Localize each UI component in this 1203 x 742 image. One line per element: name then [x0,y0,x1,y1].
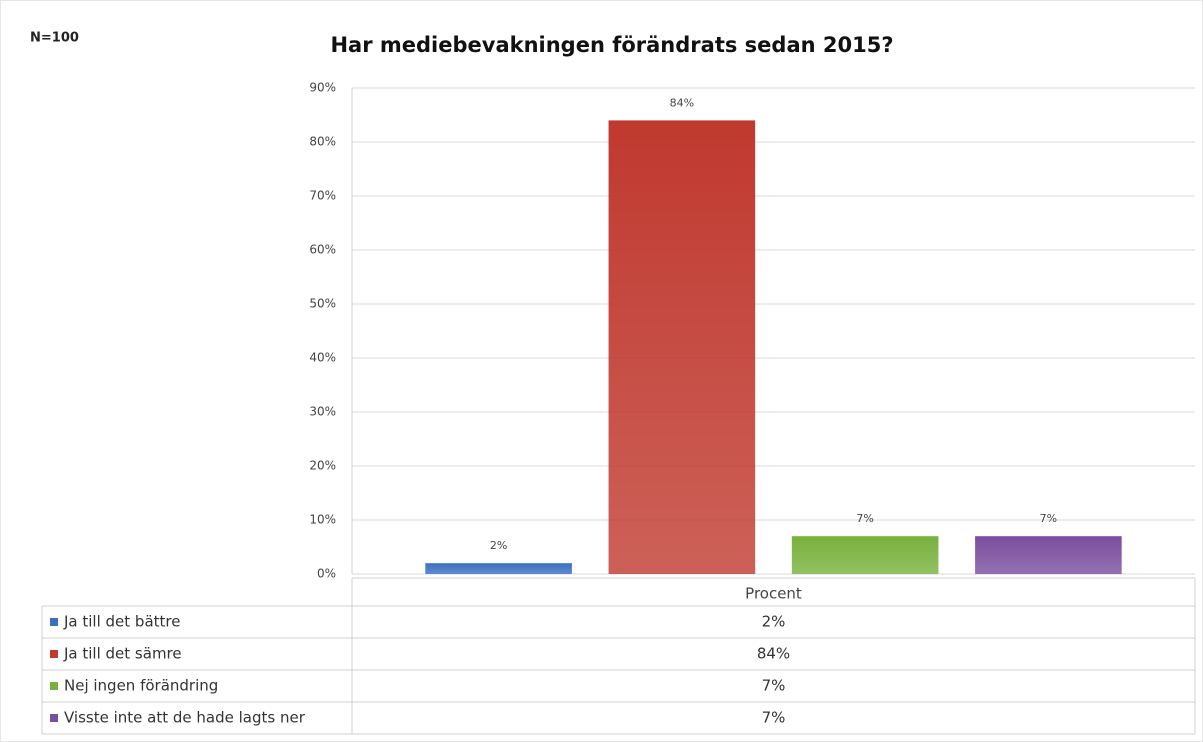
legend-label: Ja till det bättre [63,613,180,631]
y-tick-label: 30% [309,405,336,419]
legend-swatch [50,714,58,722]
legend-swatch [50,650,58,658]
y-tick-label: 70% [309,189,336,203]
bar [791,536,939,574]
table-cell: 7% [762,677,786,695]
legend-swatch [50,682,58,690]
chart-title: Har mediebevakningen förändrats sedan 20… [330,33,893,57]
data-label: 84% [670,96,694,109]
legend-swatch [50,618,58,626]
y-tick-label: 40% [309,351,336,365]
data-label: 7% [1040,512,1057,525]
table-cell: 84% [757,645,790,663]
table-cell: 7% [762,709,786,727]
y-tick-label: 90% [309,81,336,95]
data-label: 7% [856,512,873,525]
table-header: Procent [745,585,802,603]
table-cell: 2% [762,613,786,631]
bar [975,536,1122,574]
y-tick-label: 0% [317,567,336,581]
bar [425,563,572,574]
y-tick-label: 10% [309,513,336,527]
bar [608,120,756,575]
y-tick-label: 20% [309,459,336,473]
legend-label: Ja till det sämre [63,645,182,663]
legend-label: Nej ingen förändring [64,677,218,695]
annotation: N=100 [30,31,79,46]
y-tick-label: 50% [309,297,336,311]
y-tick-label: 80% [309,135,336,149]
y-tick-label: 60% [309,243,336,257]
legend-label: Visste inte att de hade lagts ner [64,709,306,727]
data-label: 2% [490,539,507,552]
